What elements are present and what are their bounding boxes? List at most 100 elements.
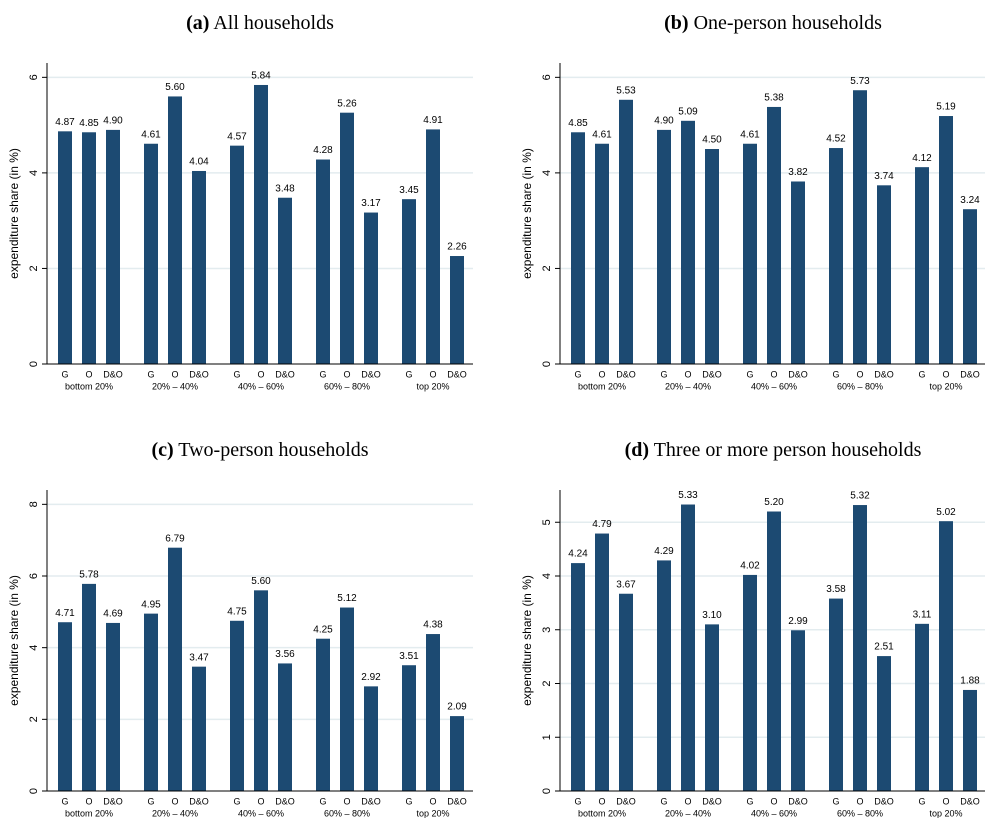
bar xyxy=(168,547,182,791)
panel: (c) Two-person households 0 2 4 6 8 expenditur… xyxy=(7,439,473,818)
bar xyxy=(767,106,781,364)
y-tick-label: 5 xyxy=(541,519,553,525)
bar xyxy=(829,598,843,791)
value-label: 5.09 xyxy=(678,106,698,117)
y-tick-label: 2 xyxy=(28,265,40,271)
bar xyxy=(254,84,268,364)
panel-title: (c) Two-person households xyxy=(151,439,368,461)
bar xyxy=(681,504,695,791)
bar xyxy=(829,148,843,364)
group-label: top 20% xyxy=(929,381,962,391)
value-label: 3.56 xyxy=(275,649,295,660)
bar xyxy=(877,656,891,791)
x-tick-label: D&O xyxy=(103,369,123,379)
group-label: 20% – 40% xyxy=(665,808,711,818)
value-label: 4.71 xyxy=(55,608,75,619)
bar xyxy=(791,630,805,791)
bar xyxy=(316,638,330,791)
bar xyxy=(192,170,206,364)
value-label: 4.85 xyxy=(79,118,99,129)
y-tick-label: 1 xyxy=(541,734,553,740)
bar xyxy=(364,212,378,364)
x-tick-label: O xyxy=(429,369,436,379)
x-tick-label: D&O xyxy=(702,796,722,806)
panel-title: (d) Three or more person households xyxy=(625,439,922,461)
value-label: 5.78 xyxy=(79,570,99,581)
x-tick-label: D&O xyxy=(874,796,894,806)
value-label: 3.58 xyxy=(826,584,846,595)
bar xyxy=(192,666,206,791)
x-tick-label: G xyxy=(746,369,753,379)
group-label: top 20% xyxy=(929,808,962,818)
panel: (b) One-person households 0 2 4 6 expenditure… xyxy=(520,12,985,391)
x-tick-label: G xyxy=(319,796,326,806)
y-tick-label: 0 xyxy=(28,361,40,367)
x-tick-label: D&O xyxy=(189,796,209,806)
value-label: 4.25 xyxy=(313,624,333,635)
value-label: 4.79 xyxy=(592,519,612,530)
x-tick-label: G xyxy=(405,369,412,379)
bar xyxy=(595,533,609,791)
x-tick-label: O xyxy=(343,369,350,379)
value-label: 4.28 xyxy=(313,145,333,156)
value-label: 4.95 xyxy=(141,599,161,610)
x-tick-label: G xyxy=(233,369,240,379)
value-label: 2.51 xyxy=(874,642,894,653)
x-tick-label: G xyxy=(832,369,839,379)
x-tick-label: D&O xyxy=(275,369,295,379)
bar xyxy=(106,622,120,791)
x-tick-label: O xyxy=(598,796,605,806)
bar xyxy=(364,686,378,791)
bar xyxy=(450,256,464,364)
value-label: 4.38 xyxy=(423,620,443,631)
value-label: 3.45 xyxy=(399,185,419,196)
bar xyxy=(619,99,633,365)
value-label: 5.26 xyxy=(337,98,357,109)
x-tick-label: O xyxy=(598,369,605,379)
bar xyxy=(278,663,292,791)
x-tick-label: D&O xyxy=(189,369,209,379)
value-label: 3.11 xyxy=(913,609,932,620)
panel-label: (c) xyxy=(151,439,173,461)
group-label: bottom 20% xyxy=(578,808,626,818)
group-label: top 20% xyxy=(416,381,449,391)
x-tick-label: D&O xyxy=(960,369,980,379)
panel-label: (b) xyxy=(664,12,688,34)
x-tick-label: G xyxy=(319,369,326,379)
x-tick-label: O xyxy=(343,796,350,806)
x-tick-label: D&O xyxy=(960,796,980,806)
bar xyxy=(595,143,609,364)
x-tick-label: O xyxy=(257,796,264,806)
group-label: 40% – 60% xyxy=(751,381,797,391)
panel-title: (b) One-person households xyxy=(664,12,882,34)
x-tick-label: G xyxy=(147,369,154,379)
value-label: 5.12 xyxy=(337,593,357,604)
x-tick-label: G xyxy=(147,796,154,806)
x-tick-label: G xyxy=(660,369,667,379)
y-tick-label: 3 xyxy=(541,627,553,633)
value-label: 4.90 xyxy=(654,116,674,127)
value-label: 3.74 xyxy=(874,171,894,182)
group-label: 40% – 60% xyxy=(238,808,284,818)
y-axis-label: expenditure share (in %) xyxy=(520,148,534,279)
x-tick-label: O xyxy=(684,796,691,806)
y-tick-label: 8 xyxy=(28,501,40,507)
group-label: bottom 20% xyxy=(65,381,113,391)
value-label: 4.50 xyxy=(702,135,722,146)
title-text: One-person households xyxy=(694,12,883,34)
x-tick-label: O xyxy=(770,369,777,379)
y-tick-label: 2 xyxy=(541,680,553,686)
value-label: 3.67 xyxy=(616,579,636,590)
value-label: 4.69 xyxy=(103,609,123,620)
x-tick-label: O xyxy=(171,369,178,379)
x-tick-label: D&O xyxy=(361,369,381,379)
bar xyxy=(743,143,757,364)
bar xyxy=(144,613,158,791)
value-label: 4.04 xyxy=(189,157,209,168)
x-tick-label: D&O xyxy=(702,369,722,379)
bar xyxy=(402,199,416,364)
group-label: 20% – 40% xyxy=(665,381,711,391)
value-label: 4.90 xyxy=(103,116,123,127)
bar xyxy=(915,167,929,364)
bar xyxy=(106,129,120,364)
